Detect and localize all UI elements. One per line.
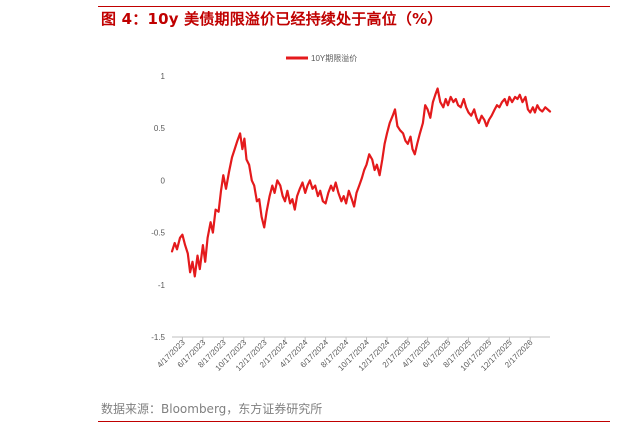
y-tick-label: -0.5	[151, 229, 165, 238]
bottom-rule	[98, 421, 610, 422]
y-tick-label: 1	[161, 72, 166, 81]
y-tick-label: -1	[158, 281, 166, 290]
plot-area	[170, 87, 552, 278]
chart: 10Y期限溢价 1 0.5 0 -0.5 -1 -1.5 4/17/2023 6/17/20…	[98, 34, 610, 394]
legend: 10Y期限溢价	[286, 53, 357, 63]
title-rule	[98, 6, 610, 7]
legend-label: 10Y期限溢价	[311, 53, 357, 63]
series-line-0	[170, 87, 552, 278]
y-tick-label: 0	[161, 176, 166, 185]
page-title: 图 4：10y 美债期限溢价已经持续处于高位（%）	[101, 10, 443, 28]
chart-svg: 10Y期限溢价 1 0.5 0 -0.5 -1 -1.5 4/17/20236/17/20…	[151, 53, 552, 373]
x-axis: 4/17/20236/17/20238/17/202310/17/202312/…	[155, 336, 550, 373]
y-tick-label: 0.5	[154, 124, 166, 133]
y-tick-label: -1.5	[151, 333, 165, 342]
source-note: 数据来源：Bloomberg，东方证券研究所	[101, 402, 323, 416]
y-axis: 1 0.5 0 -0.5 -1 -1.5	[151, 72, 165, 342]
